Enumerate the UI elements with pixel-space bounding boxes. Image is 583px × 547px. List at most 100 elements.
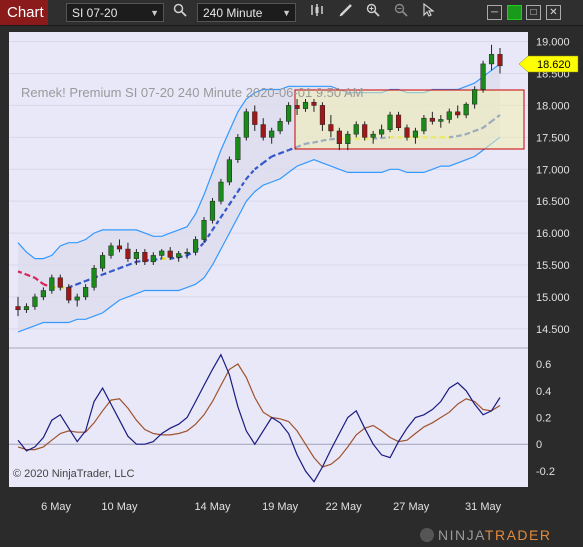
- search-icon[interactable]: [170, 2, 190, 23]
- candle-body: [379, 129, 385, 135]
- draw-pencil-icon[interactable]: [336, 2, 356, 23]
- basis-segment: [236, 178, 248, 193]
- candle: [32, 293, 38, 310]
- candle: [429, 111, 435, 125]
- candle-body: [226, 159, 232, 183]
- chart-area[interactable]: Remek! Premium SI 07-20 240 Minute 2020-…: [0, 26, 583, 543]
- bar-style-icon[interactable]: [307, 2, 327, 23]
- candle: [116, 239, 123, 253]
- candle-body: [328, 124, 334, 132]
- candle: [201, 217, 207, 243]
- candle-body: [57, 277, 63, 288]
- basis-segment: [271, 152, 281, 158]
- candle-body: [193, 239, 199, 253]
- candle-body: [74, 296, 80, 301]
- candle: [218, 178, 224, 205]
- candle-body: [362, 124, 368, 138]
- basis-segment: [254, 161, 264, 171]
- candle: [353, 121, 359, 138]
- candle: [159, 249, 165, 259]
- zoom-in-icon[interactable]: [363, 2, 383, 23]
- candle-body: [269, 130, 275, 138]
- candle-body: [15, 306, 21, 310]
- restore-icon[interactable]: [507, 5, 522, 20]
- chevron-down-icon: ▼: [150, 8, 159, 18]
- candle: [302, 99, 309, 112]
- zoom-out-icon[interactable]: [391, 2, 411, 23]
- candle-body: [243, 111, 249, 138]
- date-tick-label: 27 May: [393, 501, 430, 513]
- candle-body: [91, 267, 97, 288]
- candle: [277, 118, 283, 135]
- candle: [40, 287, 46, 301]
- candle: [446, 108, 452, 124]
- maximize-icon[interactable]: □: [526, 5, 541, 20]
- candle: [404, 124, 410, 141]
- candle: [150, 252, 156, 266]
- candle-body: [260, 124, 266, 138]
- price-tick-label: 15.000: [536, 292, 570, 304]
- candle-body: [142, 251, 148, 263]
- oscillator-tick-label: 0.4: [536, 386, 551, 398]
- minimize-icon[interactable]: ─: [487, 5, 502, 20]
- candle-body: [412, 130, 419, 138]
- candle: [472, 86, 478, 109]
- candle-body: [116, 245, 123, 250]
- candle-body: [201, 220, 207, 240]
- candle: [252, 105, 258, 131]
- candle: [133, 249, 139, 266]
- date-tick-label: 31 May: [465, 501, 502, 513]
- candle: [294, 99, 300, 115]
- candle-body: [387, 114, 393, 130]
- basis-segment: [76, 279, 87, 286]
- basis-segment: [211, 216, 222, 231]
- candle: [379, 124, 385, 138]
- instrument-value: SI 07-20: [72, 6, 118, 20]
- band-lower-line: [17, 136, 501, 333]
- copyright-label: © 2020 NinjaTrader, LLC: [13, 468, 134, 480]
- candle: [311, 99, 317, 112]
- oscillator-line: [17, 353, 501, 483]
- basis-segment: [102, 270, 112, 276]
- candle-body: [302, 101, 309, 109]
- candle: [83, 284, 89, 301]
- candle: [319, 102, 325, 131]
- interval-selector[interactable]: 240 Minute ▼: [197, 3, 296, 22]
- chart-tab[interactable]: Chart: [0, 0, 48, 25]
- pointer-icon[interactable]: [418, 2, 438, 23]
- candle: [463, 102, 469, 119]
- candle-body: [167, 250, 173, 258]
- candle: [480, 60, 486, 93]
- candle-body: [99, 255, 106, 269]
- candle-body: [49, 277, 55, 291]
- basis-segment: [68, 283, 78, 289]
- candle-body: [159, 250, 165, 256]
- basis-segment: [127, 260, 137, 267]
- candle-body: [421, 117, 427, 132]
- candle-body: [455, 111, 461, 116]
- candle: [328, 114, 334, 138]
- candle-body: [446, 111, 452, 120]
- candle-body: [429, 117, 435, 122]
- price-tick-label: 16.000: [536, 228, 570, 240]
- chart-toolbar: Chart SI 07-20 ▼ 240 Minute ▼ ─ □ ✕: [0, 0, 583, 26]
- candle: [15, 296, 21, 317]
- chart-canvas[interactable]: Remek! Premium SI 07-20 240 Minute 2020-…: [0, 26, 583, 543]
- instrument-selector[interactable]: SI 07-20 ▼: [66, 3, 164, 22]
- candle-body: [404, 127, 410, 138]
- current-price-marker: 18.620: [518, 55, 579, 73]
- basis-segment: [26, 273, 36, 279]
- candle: [421, 114, 427, 135]
- candle-body: [370, 133, 376, 138]
- candle: [23, 303, 30, 313]
- candle: [193, 236, 199, 256]
- price-tick-label: 18.000: [536, 100, 570, 112]
- highlight-box[interactable]: [294, 89, 525, 150]
- date-tick-label: 19 May: [262, 501, 299, 513]
- candle-body: [472, 89, 478, 105]
- oscillator-tick-label: -0.2: [536, 466, 555, 478]
- basis-segment: [17, 270, 27, 276]
- close-icon[interactable]: ✕: [546, 5, 561, 20]
- candle: [108, 242, 114, 259]
- candle-body: [235, 137, 241, 160]
